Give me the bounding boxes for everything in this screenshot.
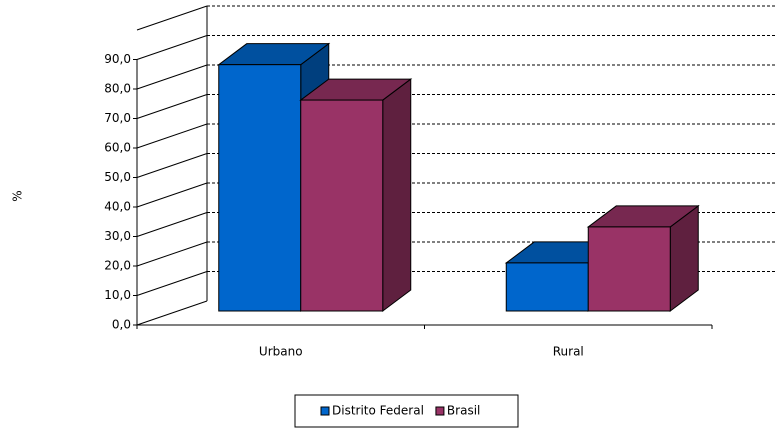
wall-line (136, 64, 208, 90)
y-axis-label: % (11, 190, 25, 201)
bar (586, 204, 700, 312)
wall-line (136, 241, 208, 267)
wall-line (136, 300, 208, 326)
wall-line (136, 94, 208, 119)
y-tick-label: 50,0 (104, 170, 131, 184)
legend-label: Distrito Federal (332, 404, 424, 418)
bar-front (587, 226, 671, 312)
y-tick-label: 20,0 (104, 259, 131, 273)
y-tick-label: 40,0 (104, 200, 131, 214)
wall-line (136, 182, 208, 208)
y-tick-label: 60,0 (104, 141, 131, 155)
bar (299, 78, 413, 312)
y-tick-label: 30,0 (104, 229, 131, 243)
wall-line (136, 271, 208, 296)
bar-front (300, 99, 384, 312)
wall-edge (136, 5, 208, 31)
y-tick-label: 10,0 (104, 288, 131, 302)
wall-line (136, 153, 208, 178)
y-tick-label: 90,0 (104, 52, 131, 66)
x-tick-label: Urbano (259, 345, 303, 359)
bar-front (218, 64, 302, 312)
y-tick-label: 80,0 (104, 82, 131, 96)
legend-swatch (320, 406, 330, 416)
wall-line (136, 35, 208, 60)
x-tick-label: Rural (553, 345, 584, 359)
y-tick-label: 70,0 (104, 111, 131, 125)
y-tick-label: 0,0 (112, 318, 131, 332)
legend-box (294, 394, 519, 428)
bar-side (382, 78, 412, 312)
bar-front (505, 262, 589, 312)
legend-swatch (435, 406, 445, 416)
legend-label: Brasil (447, 404, 480, 418)
wall-line (136, 212, 208, 237)
wall-line (136, 123, 208, 149)
